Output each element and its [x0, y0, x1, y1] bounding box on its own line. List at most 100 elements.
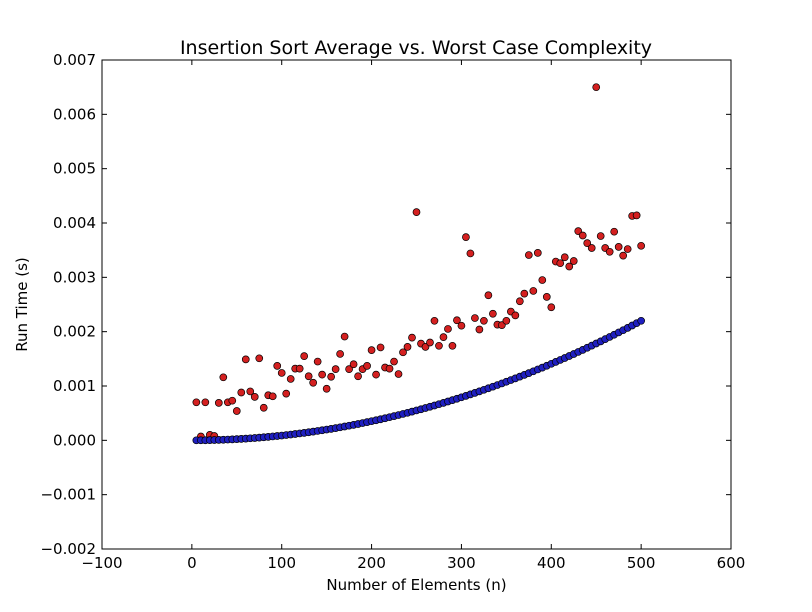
- scatter-point: [354, 372, 362, 381]
- scatter-point: [309, 378, 318, 387]
- scatter-point: [453, 316, 461, 325]
- scatter-point: [533, 249, 542, 257]
- scatter-point: [255, 354, 264, 363]
- scatter-point: [237, 388, 246, 397]
- y-tick-label: −0.002: [40, 540, 96, 558]
- scatter-point: [560, 253, 569, 262]
- scatter-point: [632, 211, 641, 220]
- scatter-point: [336, 350, 344, 358]
- scatter-point: [426, 338, 434, 347]
- scatter-point: [619, 251, 628, 260]
- scatter-point: [408, 333, 416, 342]
- scatter-point: [232, 407, 241, 415]
- scatter-point: [259, 403, 268, 412]
- x-tick-label: 500: [627, 554, 656, 572]
- scatter-point: [569, 257, 578, 265]
- x-tick-label: 200: [357, 554, 386, 572]
- scatter-point: [201, 398, 210, 407]
- scatter-point: [457, 321, 466, 330]
- scatter-point: [268, 392, 277, 401]
- scatter-point: [605, 247, 614, 256]
- scatter-point: [430, 316, 439, 325]
- scatter-point: [241, 355, 250, 364]
- scatter-point: [403, 343, 412, 351]
- scatter-point: [273, 362, 282, 370]
- y-tick-label: −0.001: [40, 486, 96, 504]
- scatter-point: [394, 370, 403, 378]
- y-tick-label: 0.004: [53, 214, 96, 232]
- scatter-point: [623, 245, 632, 253]
- scatter-point: [300, 352, 309, 360]
- x-tick-label: 600: [717, 554, 746, 572]
- scatter-point: [390, 357, 398, 366]
- x-axis-label: Number of Elements (n): [326, 576, 506, 594]
- scatter-point: [363, 362, 371, 370]
- scatter-point: [515, 297, 524, 306]
- scatter-point: [524, 251, 533, 259]
- scatter-point: [547, 303, 556, 312]
- scatter-point: [219, 373, 228, 382]
- scatter-point: [345, 365, 353, 374]
- scatter-point: [484, 291, 493, 300]
- scatter-point: [250, 393, 259, 401]
- plot-area: [192, 83, 645, 445]
- scatter-point: [412, 208, 421, 216]
- scatter-point: [444, 325, 452, 333]
- scatter-point: [313, 357, 322, 366]
- scatter-point: [367, 346, 376, 354]
- scatter-point: [214, 398, 223, 407]
- chart-title: Insertion Sort Average vs. Worst Case Co…: [180, 37, 652, 59]
- scatter-point: [592, 83, 601, 92]
- scatter-point: [295, 364, 304, 373]
- y-tick-label: 0.002: [53, 323, 96, 341]
- scatter-point: [610, 227, 619, 236]
- scatter-point: [277, 369, 286, 377]
- scatter-point: [583, 239, 592, 247]
- plot-frame: [101, 59, 732, 550]
- scatter-point: [578, 231, 587, 240]
- x-tick-label: 400: [537, 554, 566, 572]
- scatter-point: [502, 316, 511, 325]
- scatter-point: [376, 343, 385, 352]
- y-tick-label: 0.003: [53, 268, 96, 286]
- y-tick-label: 0.001: [53, 377, 96, 395]
- scatter-point: [192, 398, 201, 407]
- scatter-point: [286, 375, 295, 383]
- scatter-point: [318, 370, 326, 379]
- scatter-point: [614, 243, 623, 251]
- x-tick-label: −100: [81, 554, 122, 572]
- scatter-point: [587, 244, 596, 252]
- y-tick-label: 0.006: [53, 105, 96, 123]
- scatter-point: [489, 309, 497, 318]
- scatter-point: [480, 316, 488, 325]
- scatter-point: [637, 316, 645, 325]
- scatter-point: [511, 311, 520, 320]
- series-worst-case: [192, 83, 645, 441]
- y-tick-label: 0.007: [53, 51, 96, 69]
- series-average-case: [192, 316, 645, 445]
- scatter-point: [435, 341, 443, 350]
- x-tick-label: 100: [267, 554, 296, 572]
- scatter-point: [520, 289, 529, 298]
- scatter-point: [282, 389, 291, 398]
- scatter-point: [327, 372, 335, 381]
- scatter-point: [228, 396, 237, 405]
- scatter-point: [439, 333, 448, 341]
- y-axis: −0.002 −0.001 0.000 0.001 0.002 0.003 0.004 0.0…: [40, 51, 731, 558]
- scatter-point: [538, 276, 547, 284]
- scatter-point: [542, 293, 551, 301]
- scatter-point: [462, 233, 470, 241]
- scatter-point: [304, 372, 313, 381]
- scatter-point: [466, 249, 475, 258]
- scatter-point: [596, 232, 605, 240]
- y-tick-label: 0.000: [53, 431, 96, 449]
- scatter-point: [385, 364, 394, 373]
- scatter-point: [471, 314, 479, 322]
- y-axis-label: Run Time (s): [13, 257, 31, 352]
- scatter-point: [331, 365, 340, 374]
- scatter-point: [372, 370, 380, 379]
- scatter-point: [349, 360, 358, 369]
- scatter-point: [475, 325, 484, 334]
